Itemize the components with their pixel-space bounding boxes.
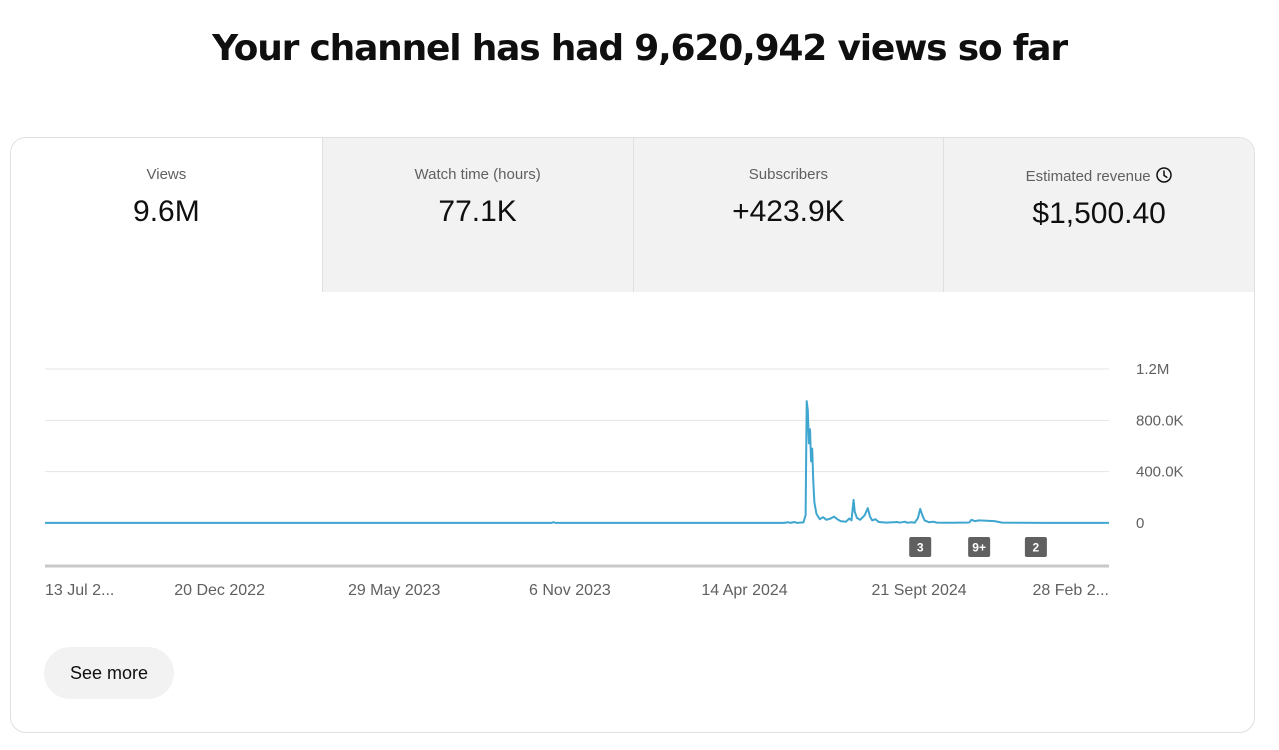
page-title: Your channel has had 9,620,942 views so … — [212, 28, 1068, 69]
tab-estimated-revenue[interactable]: Estimated revenue $1,500.40 — [943, 138, 1254, 292]
annotation-marker — [968, 537, 991, 557]
annotation-marker-label: 9+ — [972, 541, 986, 555]
tab-estimated-revenue-label-wrap: Estimated revenue — [944, 166, 1254, 186]
y-tick-label: 400.0K — [1136, 464, 1184, 481]
series-line — [45, 400, 1109, 524]
x-tick-label: 14 Apr 2024 — [701, 582, 787, 599]
annotation-marker — [1024, 537, 1047, 557]
tab-estimated-revenue-label: Estimated revenue — [1025, 168, 1151, 185]
tab-subscribers[interactable]: Subscribers +423.9K — [632, 138, 944, 292]
tab-subscribers-value: +423.9K — [732, 195, 845, 228]
x-tick-label: 29 May 2023 — [348, 582, 441, 599]
tab-views-value: 9.6M — [133, 195, 200, 228]
annotation-marker-label: 3 — [917, 541, 924, 555]
tab-views-label: Views — [146, 166, 187, 183]
x-tick-label: 28 Feb 2... — [1033, 582, 1110, 599]
views-chart: 0 400.0K 800.0K 1.2M 3 9+ 2 13 Jul 2... 20 Dec 2… — [45, 361, 1184, 599]
y-tick-label: 800.0K — [1136, 412, 1184, 429]
x-tick-label: 21 Sept 2024 — [872, 582, 967, 599]
clock-icon[interactable] — [1155, 166, 1173, 184]
tab-watch-time-value: 77.1K — [438, 195, 517, 228]
x-tick-label: 6 Nov 2023 — [529, 582, 611, 599]
tab-watch-time-label: Watch time (hours) — [414, 166, 541, 183]
metric-tabs: Views 9.6M Watch time (hours) 77.1K Subs… — [11, 138, 1254, 292]
see-more-button[interactable]: See more — [44, 647, 174, 699]
y-tick-label: 0 — [1136, 515, 1144, 532]
x-tick-label: 13 Jul 2... — [45, 582, 114, 599]
tab-watch-time[interactable]: Watch time (hours) 77.1K — [321, 138, 633, 292]
tab-subscribers-label: Subscribers — [748, 166, 828, 183]
annotation-marker — [909, 537, 932, 557]
analytics-card: Views 9.6M Watch time (hours) 77.1K Subs… — [10, 137, 1255, 733]
tab-views[interactable]: Views 9.6M — [11, 138, 322, 292]
y-tick-label: 1.2M — [1136, 361, 1169, 378]
tab-estimated-revenue-value: $1,500.40 — [1032, 197, 1166, 230]
x-tick-label: 20 Dec 2022 — [174, 582, 265, 599]
annotation-marker-label: 2 — [1033, 541, 1040, 555]
